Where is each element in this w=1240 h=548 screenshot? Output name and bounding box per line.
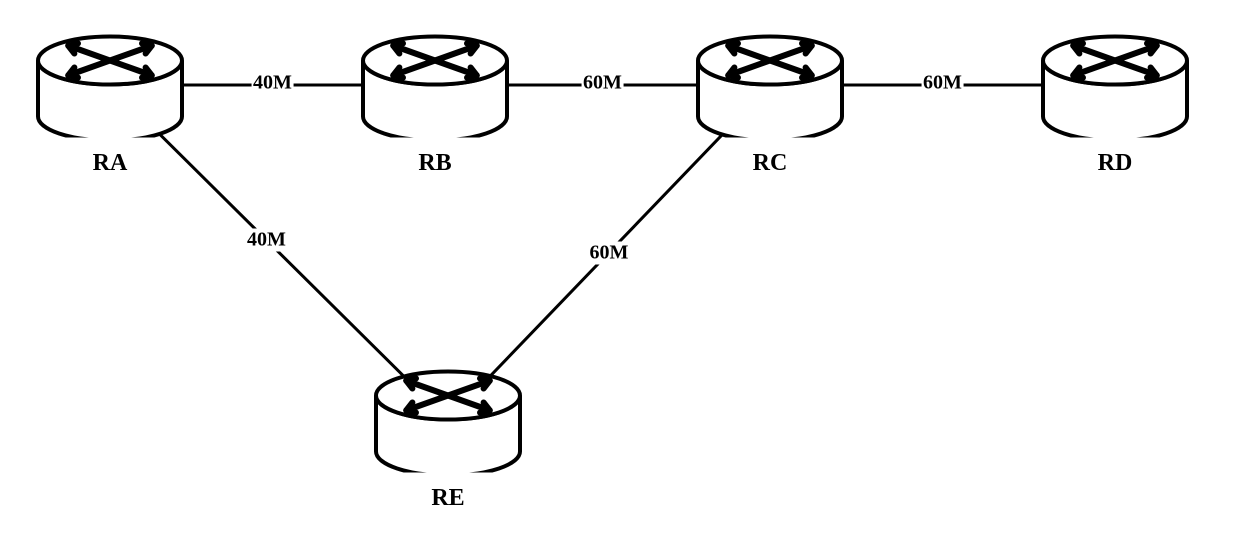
edge-label-RC-RE: 60M [588, 241, 631, 264]
edge-RA-RE [154, 128, 404, 376]
router-node-RD [1040, 33, 1190, 138]
diagram-canvas: RA RB RC RD RE 40M 60M 60M 40M 60M [0, 0, 1240, 548]
router-label-RB: RB [418, 150, 451, 177]
router-node-RA [35, 33, 185, 138]
router-label-RE: RE [431, 485, 464, 512]
router-node-RB [360, 33, 510, 138]
edge-label-RA-RE: 40M [245, 229, 288, 252]
edge-label-RB-RC: 60M [581, 72, 624, 95]
edge-label-RA-RB: 40M [251, 72, 294, 95]
router-label-RA: RA [93, 150, 128, 177]
router-label-RD: RD [1098, 150, 1133, 177]
edge-label-RC-RD: 60M [921, 72, 964, 95]
router-label-RC: RC [753, 150, 788, 177]
router-node-RC [695, 33, 845, 138]
router-node-RE [373, 368, 523, 473]
